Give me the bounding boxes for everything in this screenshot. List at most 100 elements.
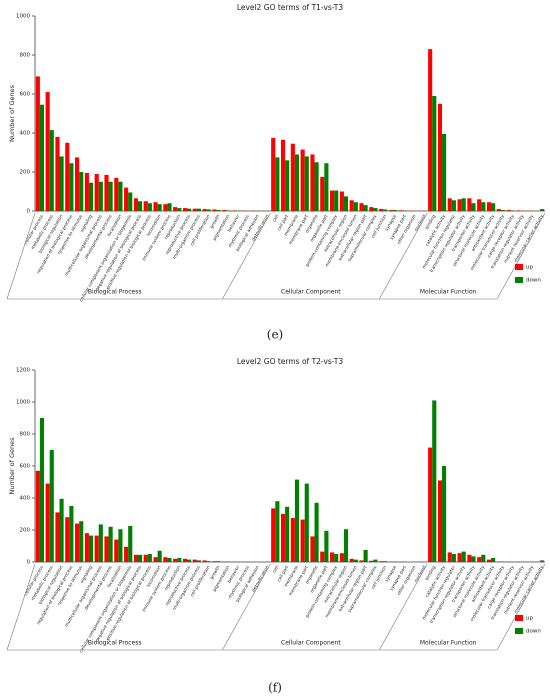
bar [379, 209, 384, 211]
bar [124, 546, 129, 562]
bar [94, 173, 99, 211]
x-tick-label: cell [271, 565, 280, 574]
bar [79, 172, 84, 211]
legend-swatch [515, 628, 523, 634]
caption: (f) [268, 681, 282, 695]
bar [88, 535, 94, 562]
bar [55, 136, 60, 211]
bar [163, 204, 168, 211]
x-tick-label: negative regulation of biological proces… [94, 564, 143, 643]
bar [540, 560, 545, 562]
legend-label: up [526, 265, 533, 271]
caption: (e) [267, 328, 283, 342]
bar [118, 181, 123, 211]
bar [481, 202, 486, 211]
bar [59, 156, 64, 211]
bar [35, 470, 40, 562]
bar [84, 172, 89, 211]
bar [491, 558, 496, 562]
y-tick-label: 600 [20, 464, 31, 470]
bar [442, 466, 447, 562]
bar [442, 133, 447, 211]
bar [79, 521, 84, 562]
bar [137, 201, 143, 211]
bar [339, 553, 344, 562]
bar [98, 181, 103, 211]
bar [320, 176, 325, 211]
bar [118, 529, 123, 562]
bar [349, 200, 354, 211]
bar [202, 209, 207, 211]
bar [294, 479, 300, 562]
bar [187, 559, 192, 562]
bar [304, 156, 309, 211]
bar [280, 139, 286, 211]
bar [157, 204, 162, 211]
bar [94, 535, 99, 562]
bar [206, 209, 211, 211]
bar [124, 187, 129, 211]
bar [432, 400, 437, 562]
bar [369, 560, 374, 562]
x-tick-label: cell [271, 214, 280, 223]
y-tick-label: 1000 [16, 14, 30, 20]
bar [500, 210, 505, 211]
legend-label: down [526, 278, 541, 284]
bar [477, 557, 482, 562]
bar [383, 561, 388, 562]
bar [428, 447, 433, 562]
bar [153, 202, 158, 211]
bar [324, 530, 329, 562]
bar [447, 198, 452, 211]
bar [104, 174, 109, 211]
bar [486, 202, 492, 211]
bar [290, 143, 295, 211]
bar [379, 561, 384, 562]
bar [467, 554, 472, 562]
bar [75, 523, 80, 562]
bar [196, 208, 201, 211]
y-tick-label: 800 [20, 53, 31, 59]
bar [45, 483, 50, 562]
chart-title: Level2 GO terms of T1-vs-T3 [237, 3, 344, 12]
legend-swatch [515, 277, 523, 283]
bar [359, 560, 364, 562]
y-tick-label: 1000 [16, 400, 30, 406]
bar [35, 76, 40, 211]
y-tick-label: 400 [20, 131, 31, 137]
bar [226, 210, 231, 211]
bar [206, 561, 211, 562]
bar [280, 514, 286, 562]
bar [324, 163, 329, 211]
group-divider [222, 563, 271, 651]
bar [98, 524, 103, 562]
bar [285, 506, 290, 562]
bar [137, 554, 143, 562]
bar [437, 103, 443, 211]
bar [432, 95, 437, 211]
bar [275, 157, 280, 211]
bar [271, 137, 276, 211]
bar [461, 198, 466, 211]
bar [373, 559, 378, 562]
group-divider [496, 212, 546, 300]
bar [84, 533, 89, 562]
group-divider [379, 212, 428, 300]
bar [133, 554, 138, 562]
bar [363, 205, 368, 211]
bar [314, 162, 319, 211]
bar [108, 181, 113, 211]
bar [65, 142, 70, 211]
bar [49, 450, 54, 562]
bar [334, 554, 339, 562]
bar [231, 210, 237, 211]
group-label: Cellular Component [281, 289, 341, 296]
bar [55, 512, 60, 562]
bar [59, 498, 64, 562]
bar [467, 198, 472, 211]
bar [69, 163, 74, 211]
bar [39, 104, 45, 211]
bar [447, 552, 452, 562]
bar [457, 553, 462, 562]
y-tick-label: 800 [20, 432, 31, 438]
